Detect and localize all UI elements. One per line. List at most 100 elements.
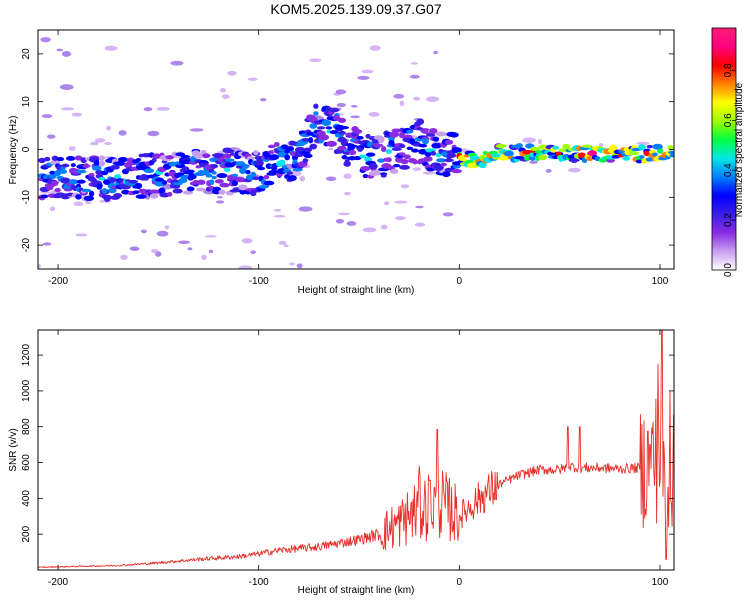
heatmap-cell: [216, 173, 228, 179]
heatmap-cell: [503, 150, 514, 157]
heatmap-cell: [360, 166, 371, 172]
heatmap-cell: [286, 171, 294, 175]
snr-y-axis-label: SNR (v/v): [8, 428, 19, 471]
heatmap-cell: [522, 149, 532, 155]
heatmap-cell: [200, 149, 207, 155]
heatmap-cell: [350, 115, 360, 119]
heatmap-cell: [208, 249, 214, 254]
colorbar-label: Normalized spectral amplitude: [734, 82, 745, 217]
heatmap-cell: [172, 188, 183, 194]
colorbar-ramp: [711, 27, 737, 271]
heatmap-cell: [65, 155, 76, 161]
heatmap-cell: [547, 151, 555, 156]
heatmap-cell: [429, 127, 438, 135]
heatmap-cell: [154, 177, 164, 182]
heatmap-cell: [128, 179, 139, 184]
heatmap-cell: [598, 142, 604, 148]
heatmap-cell: [56, 48, 64, 52]
heatmap-cell: [178, 240, 191, 244]
heatmap-cell: [344, 158, 350, 165]
heatmap-cell: [451, 169, 462, 174]
heatmap-cell: [44, 156, 51, 162]
heatmap-cell: [299, 175, 306, 182]
heatmap-cell: [341, 154, 348, 160]
heatmap-cell: [398, 152, 406, 156]
heatmap-cell: [391, 128, 402, 133]
heatmap-cell: [515, 143, 523, 149]
heatmap-cell: [85, 201, 92, 205]
heatmap-cell: [158, 187, 166, 194]
heatmap-cell: [227, 70, 237, 76]
heatmap-cell: [639, 155, 645, 160]
colorbar-tick-label: 0.8: [723, 63, 734, 77]
heatmap-cell: [92, 165, 102, 171]
heatmap-cell: [164, 225, 170, 230]
heatmap-cell: [365, 152, 376, 157]
heatmap-cell: [568, 167, 581, 173]
heatmap-cell: [70, 163, 76, 168]
heatmap-cell: [149, 193, 159, 199]
heatmap-cell: [667, 144, 674, 151]
heatmap-cell: [211, 175, 217, 180]
heatmap-cell: [529, 146, 541, 151]
heatmap-cell: [83, 163, 89, 169]
heatmap-cell: [151, 248, 159, 254]
heatmap-cell: [657, 148, 664, 154]
heatmap-cell: [335, 89, 347, 95]
heatmap-cell: [313, 111, 319, 116]
heatmap-cell: [343, 173, 352, 179]
heatmap-cell: [68, 146, 76, 151]
heatmap-cell: [178, 177, 188, 184]
heatmap-cell: [231, 173, 239, 178]
heatmap-cell: [421, 138, 429, 145]
heatmap-cell: [637, 144, 646, 151]
heatmap-cell: [344, 191, 351, 196]
spectrogram-y-ticks: -20 -10 0 10 20: [21, 48, 674, 252]
heatmap-cell: [309, 123, 318, 129]
heatmap-cell: [283, 244, 289, 248]
heatmap-cell: [555, 151, 562, 156]
heatmap-cell: [451, 147, 463, 153]
heatmap-cell: [357, 147, 363, 152]
heatmap-cell: [156, 230, 169, 237]
heatmap-cell: [56, 157, 65, 162]
snr-x-ticks: -200 -100 0 100: [48, 330, 669, 588]
heatmap-cell: [219, 182, 230, 188]
heatmap-cell: [442, 212, 454, 217]
heatmap-cell: [171, 151, 179, 158]
colorbar-tick-label: 0.2: [723, 213, 734, 227]
heatmap-cell: [42, 242, 52, 246]
snr-x-tick-label: -100: [249, 577, 269, 588]
heatmap-cell: [215, 200, 225, 204]
heatmap-cell: [109, 177, 116, 184]
heatmap-cell: [309, 143, 318, 150]
heatmap-cell: [232, 180, 238, 187]
heatmap-cell: [377, 137, 385, 142]
heatmap-cell: [252, 176, 260, 181]
heatmap-cell: [325, 126, 333, 130]
heatmap-cell: [54, 187, 61, 193]
heatmap-cell: [102, 194, 112, 201]
heatmap-cell: [250, 171, 257, 179]
heatmap-cell: [94, 138, 106, 143]
heatmap-cell: [268, 154, 280, 160]
heatmap-cell: [435, 142, 442, 149]
heatmap-cell: [167, 191, 173, 197]
heatmap-cell: [390, 131, 399, 138]
heatmap-cell: [88, 190, 95, 197]
spectrogram-x-tick-label: 100: [652, 276, 669, 287]
heatmap-cell: [211, 170, 217, 175]
heatmap-cell: [61, 51, 72, 57]
heatmap-cell: [296, 263, 303, 269]
heatmap-cell: [298, 206, 313, 212]
heatmap-cell: [214, 179, 224, 184]
heatmap-cell: [223, 153, 232, 159]
heatmap-cell: [433, 164, 444, 171]
heatmap-cell: [370, 169, 382, 176]
heatmap-cell: [368, 163, 378, 170]
heatmap-cell: [301, 138, 310, 142]
heatmap-cell: [75, 233, 88, 237]
heatmap-cell: [106, 125, 112, 131]
snr-panel: -200 -100 0 100 200 400 600 800 1000 1200 Height…: [8, 329, 675, 596]
heatmap-cell: [403, 154, 411, 160]
